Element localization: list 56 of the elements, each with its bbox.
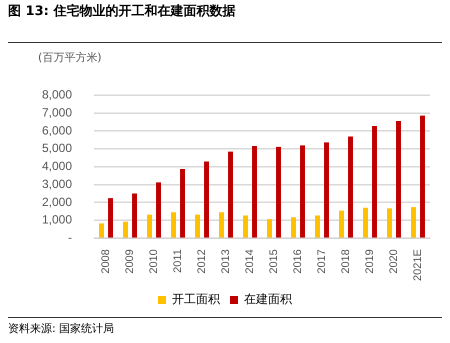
x-tick-label: 2018 xyxy=(340,249,352,274)
x-tick-label: 2020 xyxy=(388,249,400,274)
bar xyxy=(315,215,320,238)
legend-label: 在建面积 xyxy=(244,292,292,306)
bar xyxy=(396,120,401,238)
bar xyxy=(339,210,344,238)
x-tick-label: 2009 xyxy=(124,249,136,274)
x-tick-label: 2008 xyxy=(100,249,112,274)
bar xyxy=(276,146,281,238)
y-tick-label: - xyxy=(68,230,72,245)
x-tick-label: 2016 xyxy=(292,249,304,274)
bar xyxy=(267,219,272,238)
bar xyxy=(108,198,114,238)
bar xyxy=(252,146,257,238)
bar xyxy=(300,145,305,238)
x-tick-label: 2011 xyxy=(172,249,184,273)
x-tick-label: 2010 xyxy=(148,249,160,274)
chart-title: 图 13: 住宅物业的开工和在建面积数据 xyxy=(8,2,236,20)
bar xyxy=(147,214,152,238)
legend-label: 开工面积 xyxy=(172,292,220,306)
bar xyxy=(348,136,353,238)
y-tick-label: 5,000 xyxy=(42,141,72,156)
bar xyxy=(411,207,416,238)
bar xyxy=(204,162,209,238)
x-tick-label: 2014 xyxy=(244,249,256,274)
bar xyxy=(228,152,233,238)
x-tick-label: 2021E xyxy=(412,249,424,282)
y-axis-title: (百万平方米) xyxy=(38,50,102,65)
text: 资料来源: 国家统计局 xyxy=(8,321,114,336)
bar xyxy=(99,223,104,238)
y-tick-label: 6,000 xyxy=(42,123,72,138)
bar xyxy=(180,169,185,238)
bar xyxy=(171,212,176,238)
bar xyxy=(291,217,296,238)
x-tick-label: 2013 xyxy=(220,249,232,274)
bar xyxy=(219,212,224,238)
bar xyxy=(123,222,128,238)
y-tick-label: 4,000 xyxy=(42,159,72,174)
x-tick-label: 2015 xyxy=(268,249,280,274)
x-tick-label: 2019 xyxy=(364,249,376,274)
y-tick-label: 8,000 xyxy=(42,88,72,102)
bar xyxy=(324,142,329,238)
y-tick-label: 1,000 xyxy=(42,212,72,227)
bar xyxy=(387,208,392,238)
y-tick-label: 2,000 xyxy=(42,194,72,209)
y-tick-label: 3,000 xyxy=(42,176,72,191)
bar xyxy=(132,194,137,238)
y-tick-label: 7,000 xyxy=(42,105,72,120)
bar xyxy=(156,182,161,238)
bar xyxy=(363,208,368,238)
x-tick-label: 2017 xyxy=(316,249,328,274)
bar xyxy=(372,126,377,238)
x-tick-label: 2012 xyxy=(196,249,208,274)
bar xyxy=(420,116,425,238)
bar xyxy=(195,214,200,238)
bar xyxy=(243,215,248,238)
